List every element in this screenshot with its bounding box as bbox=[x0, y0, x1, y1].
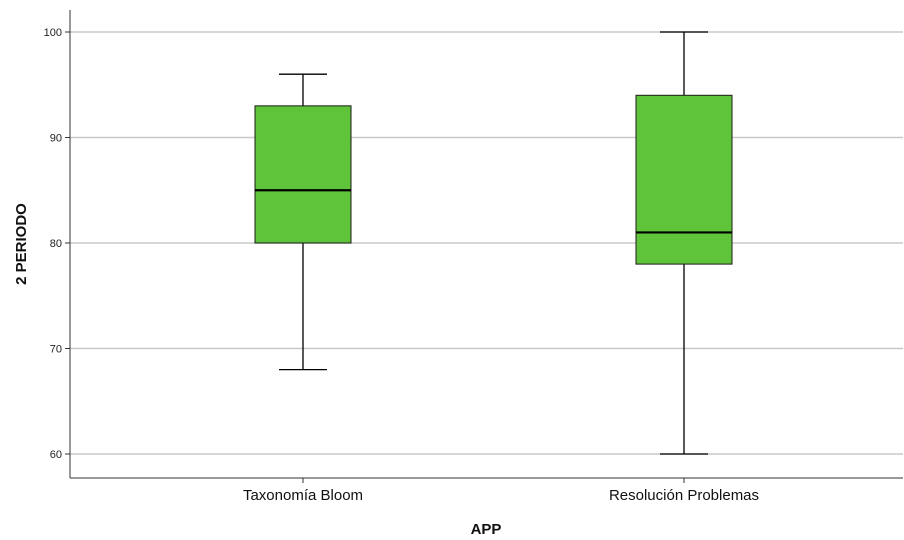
iqr-box bbox=[635, 94, 733, 265]
y-axis-ticks: 60 70 80 90 100 bbox=[44, 27, 70, 461]
x-axis-ticks: Taxonomía Bloom Resolución Problemas bbox=[243, 478, 759, 504]
x-tick-label: Resolución Problemas bbox=[609, 487, 759, 504]
iqr-box bbox=[254, 105, 352, 244]
gridlines bbox=[70, 31, 903, 455]
x-axis-title: APP bbox=[471, 521, 502, 538]
box-1 bbox=[254, 73, 352, 371]
y-tick-label: 100 bbox=[44, 27, 62, 39]
y-tick-label: 70 bbox=[50, 344, 62, 356]
y-axis-title: 2 PERIODO bbox=[13, 203, 30, 285]
x-tick-label: Taxonomía Bloom bbox=[243, 487, 363, 504]
box-2 bbox=[635, 31, 733, 455]
y-tick-label: 80 bbox=[50, 238, 62, 250]
box-plot-series bbox=[254, 31, 733, 455]
y-tick-label: 60 bbox=[50, 449, 62, 461]
y-tick-label: 90 bbox=[50, 133, 62, 145]
